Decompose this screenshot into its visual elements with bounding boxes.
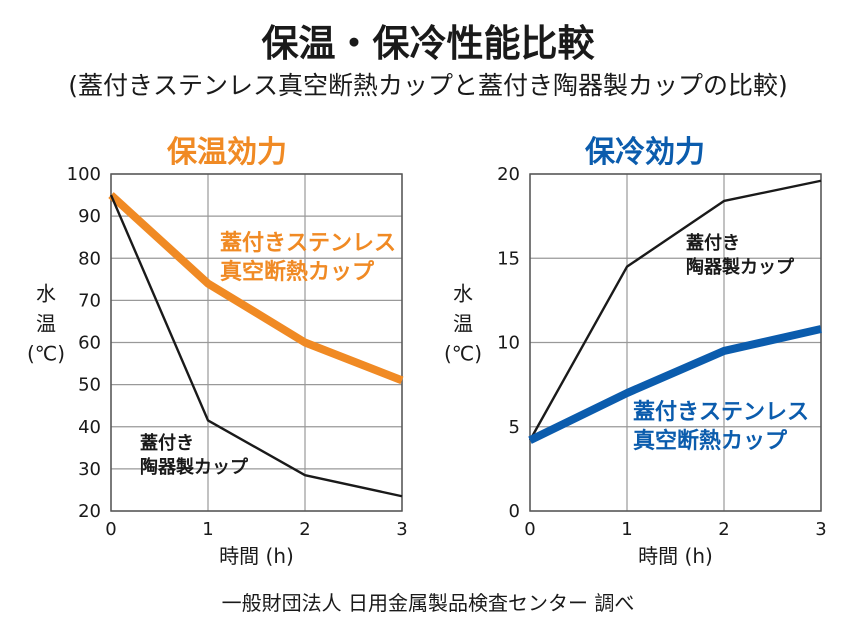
y-axis-label: (℃): [27, 342, 65, 366]
heat-retention-chart: 保温効力 20 30 40 50 60 70 80 90 100 0 1 2 3 時間 (h) 水温 (℃) 蓋付…: [27, 135, 408, 568]
y-tick-label: 70: [78, 290, 101, 311]
series-label-0: 真空断熱カップ: [220, 259, 375, 285]
cold-retention-chart: 保冷効力 0 5 10 15 20 0 1 2 3 時間 (h) 水温 (℃) 蓋付き陶器製カップ蓋付きス…: [444, 135, 827, 568]
y-tick-label: 60: [78, 333, 101, 354]
series-line-1: [528, 325, 822, 444]
y-axis-label: (℃): [444, 342, 482, 366]
chart-title: 保冷効力: [585, 135, 705, 170]
y-axis-label: 温: [36, 312, 56, 336]
y-tick-label: 100: [67, 164, 101, 185]
y-tick-label: 0: [509, 501, 520, 522]
source-note: 一般財団法人 日用金属製品検査センター 調べ: [222, 591, 635, 615]
figure-subtitle: (蓋付きステンレス真空断熱カップと蓋付き陶器製カップの比較): [68, 71, 788, 100]
y-tick-label: 80: [78, 248, 101, 269]
x-tick-label: 2: [299, 519, 310, 540]
y-tick-label: 50: [78, 375, 101, 396]
series-line-0: [108, 192, 404, 385]
series-label-1: 蓋付きステンレス: [633, 399, 809, 425]
y-tick-label: 10: [497, 333, 520, 354]
series-label-0: 陶器製カップ: [686, 256, 795, 278]
x-tick-label: 1: [202, 519, 213, 540]
x-tick-label: 1: [621, 519, 632, 540]
y-tick-label: 20: [497, 164, 520, 185]
y-axis-label: 温: [453, 312, 473, 336]
x-tick-label: 3: [815, 519, 826, 540]
x-tick-label: 3: [396, 519, 407, 540]
y-tick-label: 15: [497, 248, 520, 269]
y-axis-label: 水: [36, 282, 56, 306]
series-line-1: [109, 194, 403, 498]
y-tick-label: 20: [78, 501, 101, 522]
series-label-1: 真空断熱カップ: [633, 428, 788, 454]
series-line-0: [528, 179, 822, 441]
y-axis-label: 水: [453, 282, 473, 306]
plot-frame: [529, 173, 822, 512]
x-axis-label: 時間 (h): [219, 544, 294, 568]
figure-title: 保温・保冷性能比較: [262, 22, 596, 65]
y-tick-label: 5: [509, 417, 520, 438]
x-axis-label: 時間 (h): [638, 544, 713, 568]
series-label-0: 蓋付きステンレス: [220, 230, 396, 256]
y-tick-label: 40: [78, 417, 101, 438]
series-label-1: 蓋付き: [140, 432, 194, 454]
chart-title: 保温効力: [167, 135, 287, 170]
series-label-0: 蓋付き: [686, 232, 740, 254]
plot-frame: [110, 173, 403, 512]
y-tick-label: 90: [78, 206, 101, 227]
x-tick-label: 0: [105, 519, 116, 540]
x-tick-label: 2: [718, 519, 729, 540]
x-tick-label: 0: [524, 519, 535, 540]
y-tick-label: 30: [78, 459, 101, 480]
series-label-1: 陶器製カップ: [140, 456, 249, 478]
